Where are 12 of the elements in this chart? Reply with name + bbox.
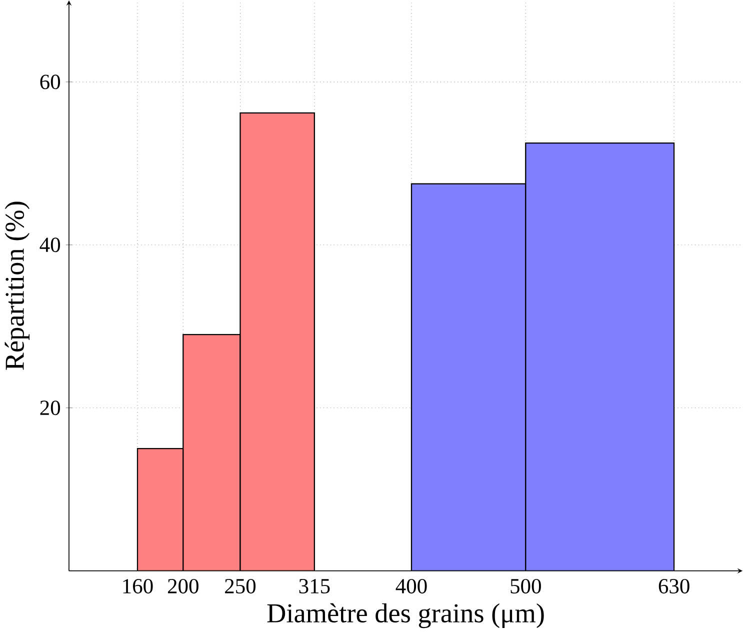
x-tick-label: 400 xyxy=(396,579,427,594)
y-tick-label: 20 xyxy=(40,400,60,416)
x-tick-label: 250 xyxy=(225,579,256,594)
x-tick-label: 160 xyxy=(123,579,153,594)
x-tick-label: 630 xyxy=(658,579,690,594)
x-tick-label: 200 xyxy=(168,579,198,594)
x-tick-label: 500 xyxy=(510,579,541,594)
y-axis-title: Répartition (%) xyxy=(4,202,30,370)
x-axis-title: Diamètre des grains (μm) xyxy=(267,603,544,628)
y-tick-label: 60 xyxy=(40,74,60,90)
x-tick-label: 315 xyxy=(299,579,330,594)
y-tick-label: 40 xyxy=(40,238,60,252)
